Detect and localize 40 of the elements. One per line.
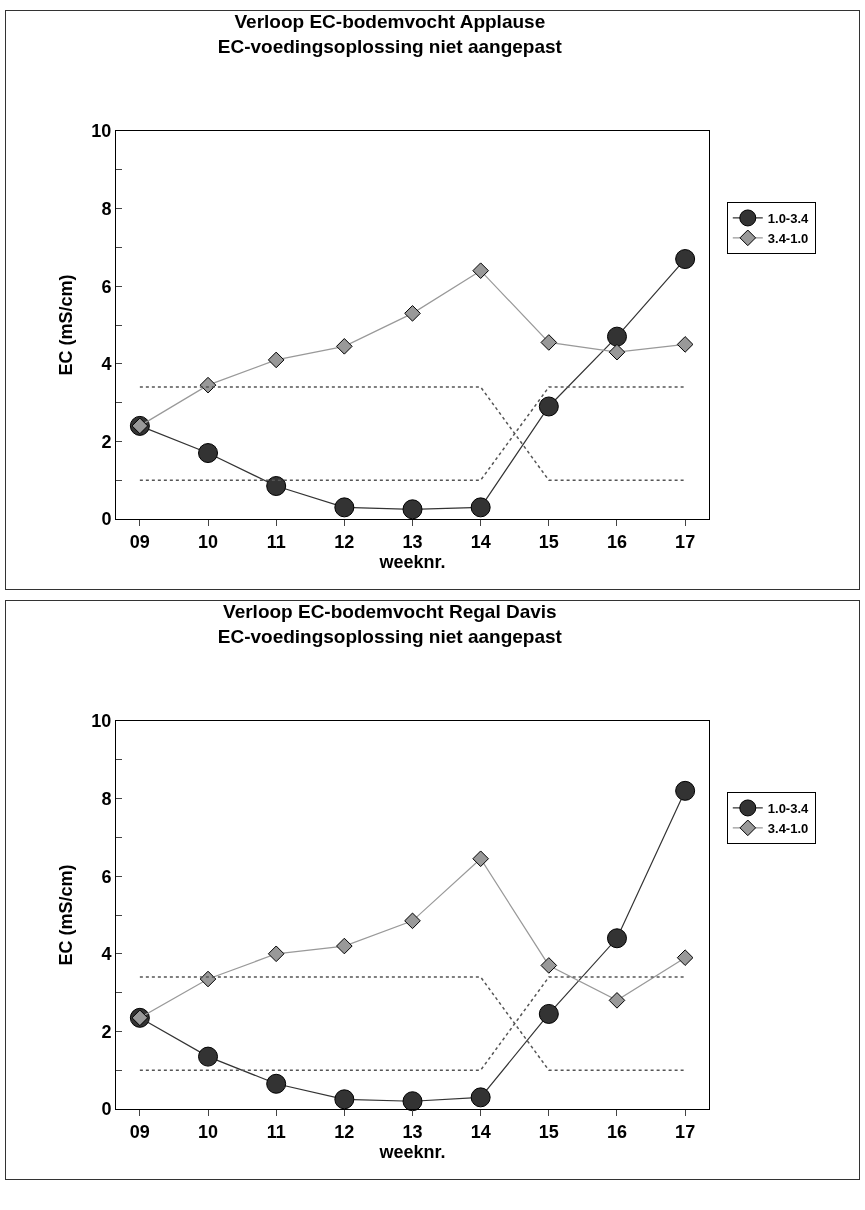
x-tick-label: 15 xyxy=(538,1121,559,1142)
y-tick-label: 8 xyxy=(101,788,112,809)
x-tick-label: 14 xyxy=(470,531,491,552)
x-tick-label: 11 xyxy=(266,531,286,552)
y-tick-label: 4 xyxy=(101,354,112,375)
y-tick-label: 10 xyxy=(91,121,112,142)
x-tick-label: 13 xyxy=(402,531,423,552)
y-axis-title: EC (mS/cm) xyxy=(55,864,76,966)
x-tick-label: 10 xyxy=(198,531,219,552)
x-tick-label: 15 xyxy=(538,531,559,552)
y-axis-title: EC (mS/cm) xyxy=(55,274,76,376)
chart-title: Verloop EC-bodemvocht Applause EC-voedingsoplossing niet aangepast xyxy=(217,11,563,58)
y-tick-label: 6 xyxy=(101,866,112,887)
x-tick-label: 12 xyxy=(334,531,355,552)
y-tick-label: 2 xyxy=(101,1021,112,1042)
y-tick-label: 8 xyxy=(101,198,112,219)
x-tick-label: 16 xyxy=(606,531,627,552)
x-tick-label: 09 xyxy=(129,1121,150,1142)
y-tick-label: 0 xyxy=(101,509,112,530)
legend-label: 1.0-3.4 xyxy=(767,801,810,817)
x-tick-label: 11 xyxy=(266,1121,286,1142)
x-tick-label: 17 xyxy=(675,531,696,552)
chart-title: Verloop EC-bodemvocht Regal Davis EC-voedingsoplossing niet aangepast xyxy=(217,601,563,648)
x-tick-label: 12 xyxy=(334,1121,355,1142)
x-tick-label: 10 xyxy=(198,1121,219,1142)
x-axis-title: weeknr. xyxy=(378,551,446,572)
legend-label: 3.4-1.0 xyxy=(767,230,809,246)
y-tick-label: 2 xyxy=(101,431,112,452)
y-tick-label: 4 xyxy=(101,944,112,965)
x-tick-label: 14 xyxy=(470,1121,491,1142)
x-tick-label: 17 xyxy=(675,1121,696,1142)
legend-label: 1.0-3.4 xyxy=(767,211,810,227)
y-tick-label: 0 xyxy=(101,1099,112,1120)
y-tick-label: 10 xyxy=(91,711,112,732)
x-tick-label: 16 xyxy=(606,1121,627,1142)
legend-label: 3.4-1.0 xyxy=(767,820,809,836)
y-tick-label: 6 xyxy=(101,276,112,297)
x-tick-label: 13 xyxy=(402,1121,423,1142)
x-axis-title: weeknr. xyxy=(378,1141,446,1162)
x-tick-label: 09 xyxy=(129,531,150,552)
